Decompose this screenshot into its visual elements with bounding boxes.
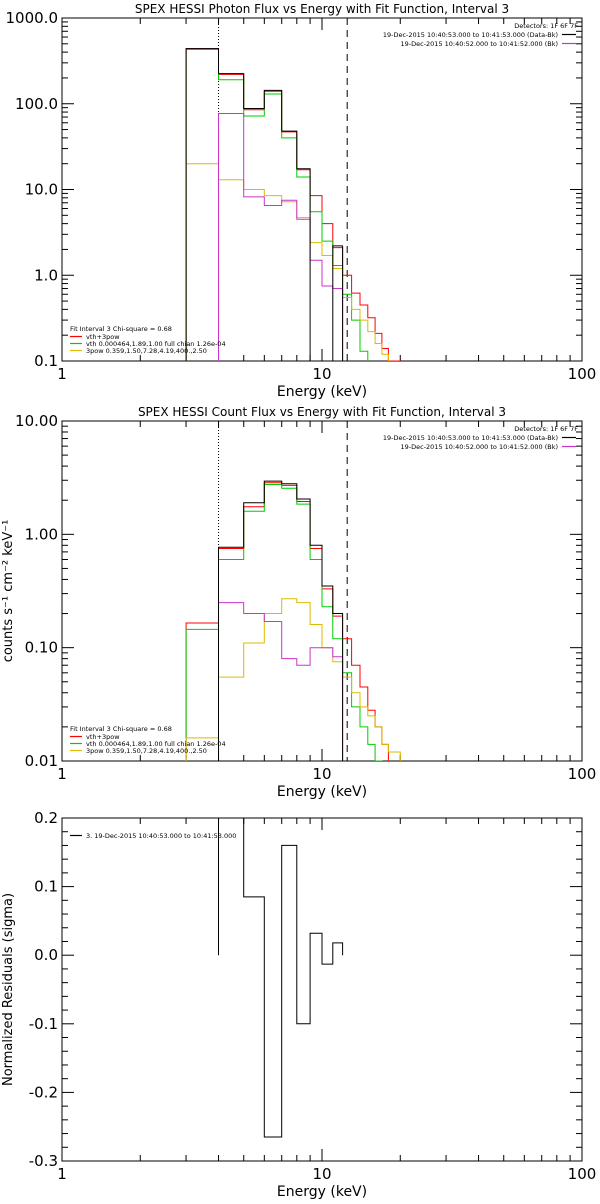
plot-data-area bbox=[218, 818, 344, 1138]
vth-series-line bbox=[185, 484, 383, 761]
vth-3pow-series-line bbox=[185, 482, 389, 761]
chart-title: SPEX HESSI Photon Flux vs Energy with Fi… bbox=[135, 2, 509, 16]
chart-title: SPEX HESSI Count Flux vs Energy with Fit… bbox=[138, 405, 506, 419]
residual-legend-text: 3. 19-Dec-2015 10:40:53.000 to 10:41:53.… bbox=[86, 832, 236, 840]
vth-3pow-series-line bbox=[185, 48, 401, 361]
y-tick-label: 10.0 bbox=[25, 181, 58, 199]
residual-series-line bbox=[218, 818, 344, 1138]
plot-data-area bbox=[185, 18, 401, 361]
y-tick-label: 1.0 bbox=[34, 266, 58, 284]
detectors-label: Detectors: 1F 6F 7F bbox=[514, 425, 578, 433]
y-tick-label: 1.00 bbox=[25, 525, 58, 543]
fit-legend-text: 3pow 0.359,1.50,7.28,4.19,400.,2.50 bbox=[86, 747, 207, 755]
y-tick-label: 10.00 bbox=[15, 412, 58, 430]
plot-panel-1: SPEX HESSI Photon Flux vs Energy with Fi… bbox=[6, 2, 597, 400]
x-axis-label: Energy (keV) bbox=[277, 1184, 367, 1200]
data-bk-series-line bbox=[185, 48, 344, 361]
y-tick-label: 1000.0 bbox=[6, 9, 59, 27]
bk-series-line bbox=[218, 113, 344, 361]
fit-legend-text: vth 0.000464,1.89,1.00 full chian 1.26e-… bbox=[86, 740, 226, 748]
y-tick-label: 0.0 bbox=[34, 946, 58, 964]
fit-legend-title: Fit Interval 3 Chi-square = 0.68 bbox=[70, 325, 172, 333]
fit-legend-title: Fit Interval 3 Chi-square = 0.68 bbox=[70, 725, 172, 733]
bk-series-line bbox=[218, 602, 344, 761]
x-tick-label: 10 bbox=[312, 765, 331, 783]
x-tick-label: 10 bbox=[312, 1165, 331, 1183]
y-axis-label: counts s⁻¹ cm⁻² keV⁻¹ bbox=[1, 520, 16, 663]
plot-data-area bbox=[185, 421, 401, 761]
x-tick-label: 1 bbox=[57, 765, 67, 783]
y-tick-label: -0.2 bbox=[29, 1083, 58, 1101]
y-tick-label: -0.3 bbox=[29, 1152, 58, 1170]
fit-legend-text: vth+3pow bbox=[86, 333, 120, 341]
y-tick-label: 0.01 bbox=[25, 752, 58, 770]
x-tick-label: 100 bbox=[568, 365, 597, 383]
y-tick-label: 0.1 bbox=[34, 352, 58, 370]
y-tick-label: 0.1 bbox=[34, 878, 58, 896]
legend-right-text: 19-Dec-2015 10:40:52.000 to 10:41:52.000… bbox=[401, 443, 559, 451]
x-tick-label: 10 bbox=[312, 365, 331, 383]
data-bk-series-line bbox=[218, 480, 344, 761]
plot-frame bbox=[61, 17, 583, 362]
fit-legend-text: vth+3pow bbox=[86, 733, 120, 741]
legend-right-text: 19-Dec-2015 10:40:53.000 to 10:41:53.000… bbox=[383, 434, 558, 442]
legend-right-text: 19-Dec-2015 10:40:53.000 to 10:41:53.000… bbox=[383, 31, 558, 39]
detectors-label: Detectors: 1F 6F 7F bbox=[514, 22, 578, 30]
x-axis-label: Energy (keV) bbox=[277, 384, 367, 400]
y-tick-label: 0.2 bbox=[34, 809, 58, 827]
x-tick-label: 100 bbox=[568, 765, 597, 783]
y-tick-label: -0.1 bbox=[29, 1015, 58, 1033]
x-tick-label: 100 bbox=[568, 1165, 597, 1183]
plot-panel-3: 1 10 100 Energy (keV) 0.2 0.1 0.0 -0.1 -0.2 -0.3 N… bbox=[1, 809, 597, 1200]
x-tick-label: 1 bbox=[57, 1165, 67, 1183]
plot-frame bbox=[61, 817, 583, 1162]
fit-legend-text: vth 0.000464,1.89,1.00 full chian 1.26e-… bbox=[86, 340, 226, 348]
plot-panel-2: SPEX HESSI Count Flux vs Energy with Fit… bbox=[1, 405, 597, 800]
y-axis-label: Normalized Residuals (sigma) bbox=[1, 893, 16, 1086]
y-tick-label: 100.0 bbox=[15, 95, 58, 113]
x-axis-label: Energy (keV) bbox=[277, 784, 367, 800]
fit-legend-text: 3pow 0.359,1.50,7.28,4.19,400.,2.50 bbox=[86, 347, 207, 355]
x-tick-label: 1 bbox=[57, 365, 67, 383]
y-tick-label: 0.10 bbox=[25, 639, 58, 657]
legend-right-text: 19-Dec-2015 10:40:52.000 to 10:41:52.000… bbox=[401, 40, 559, 48]
